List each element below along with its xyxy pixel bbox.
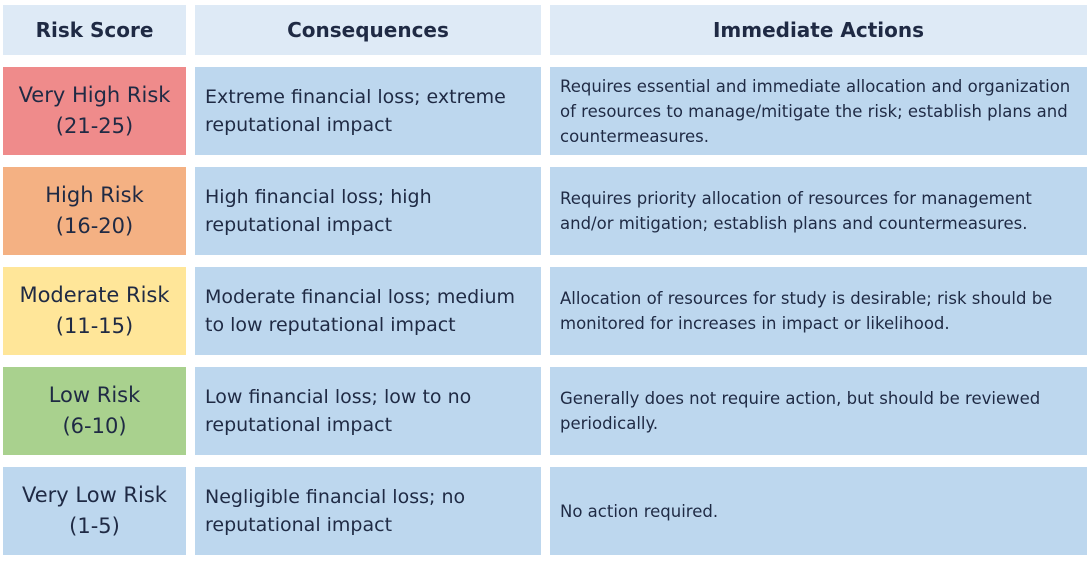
risk-matrix-table: Risk Score Consequences Immediate Action…: [3, 5, 1087, 555]
actions-cell: Generally does not require action, but s…: [550, 367, 1087, 455]
risk-level-label: Moderate Risk: [19, 283, 170, 307]
actions-cell: Requires essential and immediate allocat…: [550, 67, 1087, 155]
header-immediate-actions: Immediate Actions: [550, 5, 1087, 55]
risk-score-cell-high: High Risk (16-20): [3, 167, 186, 255]
risk-range-label: (6-10): [62, 414, 127, 438]
consequences-cell: Moderate financial loss; medium to low r…: [195, 267, 541, 355]
risk-range-label: (1-5): [69, 514, 120, 538]
risk-score-cell-very-high: Very High Risk (21-25): [3, 67, 186, 155]
actions-cell: No action required.: [550, 467, 1087, 555]
risk-level-label: Low Risk: [48, 383, 141, 407]
risk-level-label: Very High Risk: [18, 83, 171, 107]
actions-cell: Requires priority allocation of resource…: [550, 167, 1087, 255]
consequences-cell: Low financial loss; low to no reputation…: [195, 367, 541, 455]
risk-score-cell-moderate: Moderate Risk (11-15): [3, 267, 186, 355]
risk-range-label: (11-15): [55, 314, 134, 338]
risk-level-label: Very Low Risk: [22, 483, 167, 507]
risk-range-label: (21-25): [55, 114, 134, 138]
risk-range-label: (16-20): [55, 214, 134, 238]
consequences-cell: High financial loss; high reputational i…: [195, 167, 541, 255]
header-risk-score: Risk Score: [3, 5, 186, 55]
consequences-cell: Extreme financial loss; extreme reputati…: [195, 67, 541, 155]
risk-score-cell-low: Low Risk (6-10): [3, 367, 186, 455]
actions-cell: Allocation of resources for study is des…: [550, 267, 1087, 355]
risk-level-label: High Risk: [45, 183, 144, 207]
consequences-cell: Negligible financial loss; no reputation…: [195, 467, 541, 555]
header-consequences: Consequences: [195, 5, 541, 55]
risk-score-cell-very-low: Very Low Risk (1-5): [3, 467, 186, 555]
